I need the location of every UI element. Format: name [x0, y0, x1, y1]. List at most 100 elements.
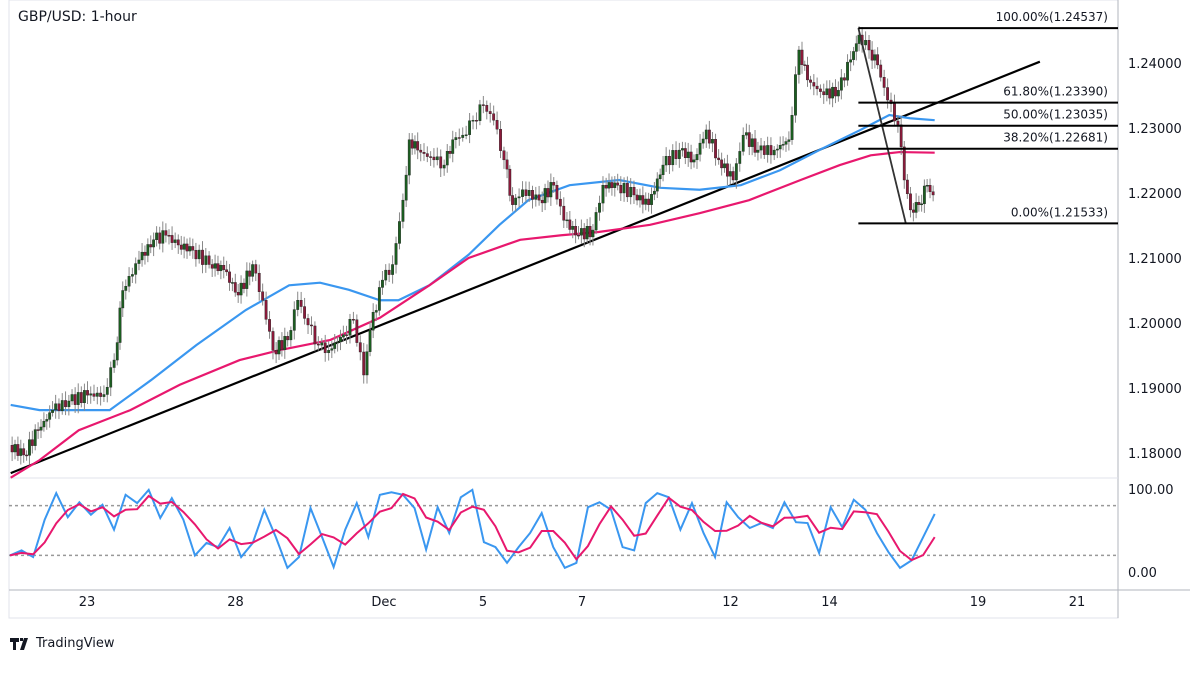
candle-bearish — [905, 179, 909, 195]
candle-bearish — [248, 270, 252, 277]
fibonacci-retracement[interactable]: 100.00%(1.24537) 61.80%(1.23390) 50.00%(1.… — [857, 10, 1118, 225]
candle-bearish — [689, 151, 693, 163]
candle-bullish — [377, 287, 381, 311]
candle-bearish — [668, 156, 671, 166]
candle-bullish — [772, 149, 776, 156]
candle-bearish — [86, 390, 89, 396]
candle-bearish — [911, 209, 915, 213]
candle-bullish — [864, 40, 867, 46]
candle-bearish — [683, 148, 687, 159]
candle-bullish — [686, 151, 690, 159]
candle-bullish — [787, 139, 791, 142]
candle-bullish — [613, 182, 617, 188]
candle-bullish — [854, 43, 858, 52]
candle-bearish — [828, 88, 832, 99]
candle-bearish — [902, 146, 906, 181]
candle-bullish — [365, 351, 369, 376]
candle-bearish — [481, 104, 485, 106]
moving-averages — [10, 113, 935, 479]
candle-bullish — [239, 282, 243, 296]
candle-bearish — [457, 137, 461, 139]
candle-bullish — [591, 229, 595, 238]
candle-bearish — [931, 191, 935, 196]
candle-bearish — [537, 194, 541, 201]
candle-bullish — [109, 367, 113, 388]
candle-bullish — [825, 88, 829, 96]
candle-bullish — [45, 419, 49, 422]
candle-bullish — [197, 249, 201, 260]
candle-bearish — [257, 272, 261, 292]
stochastic-d-line — [9, 492, 936, 562]
candle-bearish — [280, 340, 284, 350]
stochastic-tick-label: 100.00 — [1128, 483, 1174, 498]
stochastic-k-line — [9, 487, 936, 571]
candle-bullish — [219, 265, 223, 272]
time-axis[interactable]: 23 28 Dec 5 7 12 14 19 21 — [79, 595, 1086, 610]
price-axis[interactable]: 1.24000 1.23000 1.22000 1.21000 1.20000 1.190… — [1128, 57, 1182, 581]
candle-bullish — [112, 359, 116, 368]
candle-bullish — [398, 221, 401, 244]
price-tick-label: 1.19000 — [1128, 382, 1182, 397]
stochastic-oscillator — [9, 487, 936, 571]
candle-bullish — [585, 226, 589, 240]
candle-bullish — [182, 243, 186, 250]
candle-bullish — [650, 194, 653, 205]
candle-bullish — [407, 139, 411, 176]
tradingview-logo[interactable]: TradingView — [10, 636, 115, 651]
candle-bullish — [251, 264, 255, 277]
candle-bullish — [374, 310, 378, 313]
candle-bearish — [167, 235, 171, 237]
candle-bullish — [644, 198, 648, 205]
candle-bearish — [362, 351, 366, 376]
candle-bullish — [70, 394, 74, 402]
candle-bullish — [130, 274, 134, 277]
candle-bullish — [67, 400, 71, 408]
candle-bearish — [610, 182, 614, 188]
stochastic-bands — [9, 504, 1118, 557]
candle-bearish — [753, 138, 757, 153]
candle-bullish — [451, 139, 455, 154]
time-tick-label: 5 — [479, 595, 487, 610]
candle-bearish — [176, 239, 180, 246]
candle-bullish — [146, 244, 150, 256]
candle-bullish — [664, 156, 668, 166]
candle-bearish — [164, 230, 168, 236]
candle-bullish — [28, 439, 31, 456]
candle-bearish — [264, 300, 268, 320]
time-tick-label: 7 — [578, 595, 586, 610]
candle-bullish — [704, 129, 708, 140]
candle-bearish — [286, 336, 290, 341]
candle-bullish — [283, 336, 287, 350]
candle-bearish — [714, 139, 717, 159]
candle-bearish — [588, 226, 592, 238]
candle-bullish — [468, 120, 471, 135]
candle-bearish — [540, 199, 544, 204]
candle-bearish — [216, 263, 220, 272]
candle-bearish — [886, 87, 889, 101]
candle-bullish — [744, 132, 748, 136]
candle-bearish — [674, 150, 678, 159]
candle-bullish — [790, 115, 794, 140]
candle-bearish — [432, 156, 436, 161]
candle-bullish — [327, 350, 331, 354]
candle-bullish — [277, 340, 281, 355]
candle-bearish — [815, 85, 819, 90]
candle-bearish — [416, 141, 420, 151]
candle-bullish — [549, 182, 553, 198]
candle-bullish — [152, 239, 156, 248]
candle-bearish — [228, 271, 231, 283]
candle-bullish — [60, 400, 64, 412]
candle-bearish — [524, 189, 528, 196]
candle-bullish — [756, 149, 760, 153]
candle-bearish — [170, 235, 174, 243]
candle-bearish — [352, 319, 355, 321]
candle-bullish — [778, 144, 782, 150]
candle-bearish — [303, 306, 306, 319]
candle-bullish — [127, 276, 131, 287]
tradingview-logo-icon — [10, 637, 28, 650]
candle-bullish — [336, 341, 339, 344]
candle-bearish — [143, 251, 147, 256]
candle-bearish — [896, 120, 900, 125]
candle-bullish — [527, 190, 531, 196]
